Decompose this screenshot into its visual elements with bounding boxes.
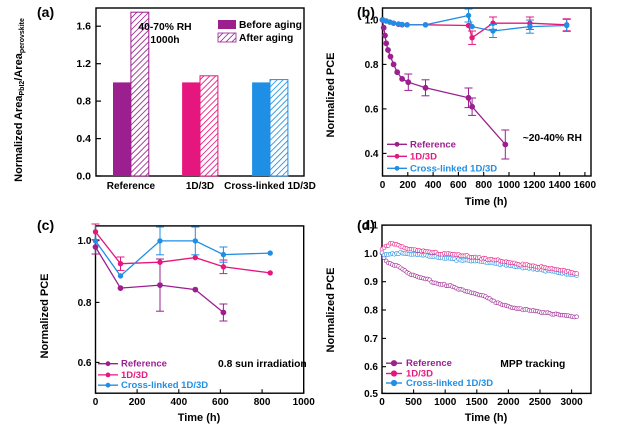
- svg-text:600: 600: [450, 180, 467, 191]
- svg-text:0.7: 0.7: [364, 334, 378, 345]
- svg-text:Normalized PCE: Normalized PCE: [325, 53, 337, 138]
- svg-text:1.2: 1.2: [76, 58, 91, 70]
- svg-text:Reference: Reference: [107, 181, 156, 192]
- svg-text:0.8: 0.8: [76, 96, 91, 108]
- svg-text:200: 200: [129, 397, 146, 408]
- svg-text:3000: 3000: [560, 397, 583, 408]
- svg-text:600: 600: [212, 397, 229, 408]
- svg-text:1600: 1600: [574, 180, 597, 191]
- svg-text:1000: 1000: [434, 397, 457, 408]
- svg-text:Reference: Reference: [121, 359, 167, 370]
- svg-text:Before aging: Before aging: [239, 20, 302, 31]
- svg-text:Normalized AreaPbI2/Areaperovs: Normalized AreaPbI2/Areaperovskite: [13, 18, 26, 182]
- svg-text:(b): (b): [357, 4, 375, 20]
- svg-text:800: 800: [254, 397, 271, 408]
- svg-text:1000h: 1000h: [150, 35, 179, 46]
- svg-text:0.8: 0.8: [364, 305, 378, 316]
- svg-text:MPP tracking: MPP tracking: [500, 359, 565, 370]
- svg-text:400: 400: [170, 397, 187, 408]
- svg-text:0.8 sun irradiation: 0.8 sun irradiation: [218, 359, 307, 370]
- svg-text:2500: 2500: [529, 397, 552, 408]
- svg-text:(a): (a): [37, 4, 54, 20]
- svg-text:Cross-linked 1D/3D: Cross-linked 1D/3D: [121, 380, 208, 391]
- svg-text:1D/3D: 1D/3D: [410, 151, 437, 162]
- svg-text:0.9: 0.9: [364, 277, 378, 288]
- svg-text:Normalized PCE: Normalized PCE: [39, 274, 51, 359]
- svg-text:0.6: 0.6: [78, 358, 92, 369]
- svg-text:Cross-linked 1D/3D: Cross-linked 1D/3D: [224, 181, 316, 192]
- svg-text:0.5: 0.5: [364, 389, 378, 400]
- svg-text:Time (h): Time (h): [465, 412, 508, 424]
- svg-text:1200: 1200: [523, 180, 546, 191]
- svg-text:0.8: 0.8: [365, 60, 379, 71]
- svg-text:1000: 1000: [293, 397, 316, 408]
- svg-text:1.0: 1.0: [78, 236, 92, 247]
- svg-text:1500: 1500: [466, 397, 489, 408]
- svg-text:Reference: Reference: [410, 139, 456, 150]
- svg-text:40-70% RH: 40-70% RH: [138, 22, 191, 33]
- svg-text:Time (h): Time (h): [465, 196, 508, 208]
- svg-text:0.6: 0.6: [365, 104, 379, 115]
- svg-text:0: 0: [379, 397, 385, 408]
- svg-text:(d): (d): [357, 217, 375, 233]
- svg-text:1400: 1400: [548, 180, 571, 191]
- svg-text:Normalized PCE: Normalized PCE: [325, 268, 337, 353]
- svg-text:~20-40% RH: ~20-40% RH: [523, 133, 582, 144]
- svg-text:1.0: 1.0: [364, 249, 378, 260]
- svg-text:2000: 2000: [497, 397, 520, 408]
- svg-text:0: 0: [93, 397, 99, 408]
- svg-text:1000: 1000: [498, 180, 521, 191]
- svg-text:800: 800: [475, 180, 492, 191]
- svg-text:Time (h): Time (h): [178, 412, 221, 424]
- svg-text:0.4: 0.4: [365, 149, 379, 160]
- svg-text:0.0: 0.0: [76, 171, 91, 183]
- svg-text:500: 500: [405, 397, 422, 408]
- svg-text:400: 400: [425, 180, 442, 191]
- svg-text:0.8: 0.8: [78, 298, 92, 309]
- svg-text:1.6: 1.6: [76, 21, 91, 33]
- svg-text:0: 0: [380, 180, 386, 191]
- svg-text:After aging: After aging: [239, 33, 293, 44]
- svg-text:Cross-linked 1D/3D: Cross-linked 1D/3D: [406, 378, 493, 389]
- svg-text:0.6: 0.6: [364, 362, 378, 373]
- svg-text:0.4: 0.4: [76, 133, 91, 145]
- svg-text:1D/3D: 1D/3D: [186, 181, 214, 192]
- svg-text:Cross-linked 1D/3D: Cross-linked 1D/3D: [410, 163, 497, 174]
- svg-text:200: 200: [399, 180, 416, 191]
- svg-text:(c): (c): [37, 217, 54, 233]
